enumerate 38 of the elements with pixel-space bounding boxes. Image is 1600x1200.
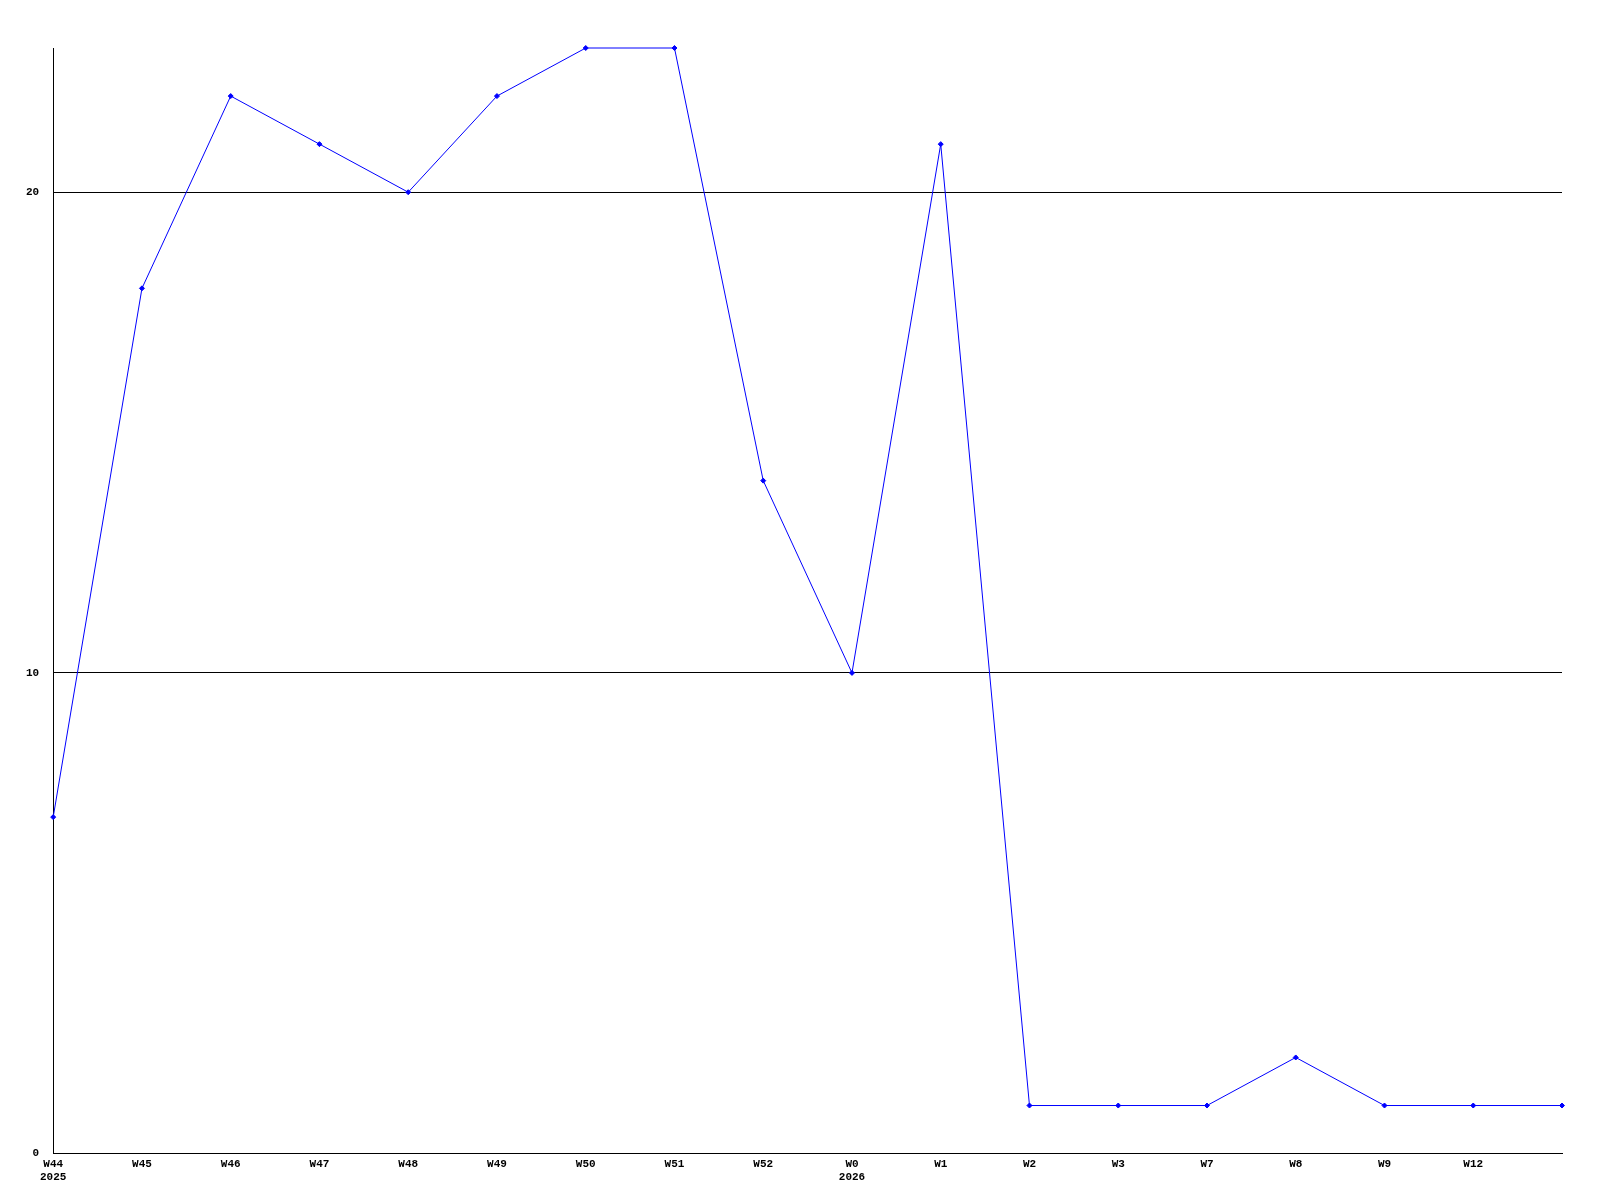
x-tick-label: W2 (1022, 1157, 1037, 1170)
point (1292, 1054, 1299, 1061)
y-tick-label: 20 (26, 185, 40, 198)
x-tick-label: W0 2026 (838, 1157, 866, 1184)
point (405, 189, 412, 196)
y-tick-label: 10 (26, 666, 40, 679)
point (1026, 1102, 1033, 1109)
point (1559, 1102, 1565, 1109)
point (316, 141, 323, 148)
point (848, 669, 855, 676)
point (1115, 1102, 1122, 1109)
x-tick-label: W48 (398, 1157, 419, 1170)
point (671, 45, 678, 51)
x-tick-label: W9 (1377, 1157, 1392, 1170)
point (50, 814, 57, 821)
x-tick-label: W49 (487, 1157, 507, 1170)
point (138, 285, 145, 292)
point (937, 141, 944, 148)
point (582, 45, 589, 51)
x-tick-label: W7 (1200, 1157, 1214, 1170)
point (227, 93, 234, 100)
x-tick-label: W46 (220, 1157, 241, 1170)
x-tick-label: W47 (309, 1157, 330, 1170)
x-tick-label: W12 (1463, 1157, 1484, 1170)
point (1470, 1102, 1477, 1109)
y-tick-label: 0 (32, 1147, 40, 1160)
x-tick-label: W45 (132, 1157, 153, 1170)
point (760, 477, 767, 484)
x-tick-label: W44 2025 (40, 1157, 67, 1184)
x-tick-label: W50 (575, 1157, 596, 1170)
x-tick-label: W52 (753, 1157, 774, 1170)
x-tick-label: W8 (1289, 1157, 1303, 1170)
x-tick-label: W51 (664, 1157, 685, 1170)
x-tick-label: W3 (1111, 1157, 1126, 1170)
point (493, 93, 500, 100)
point (1203, 1102, 1210, 1109)
x-tick-label: W1 (934, 1157, 948, 1170)
point (1381, 1102, 1388, 1109)
